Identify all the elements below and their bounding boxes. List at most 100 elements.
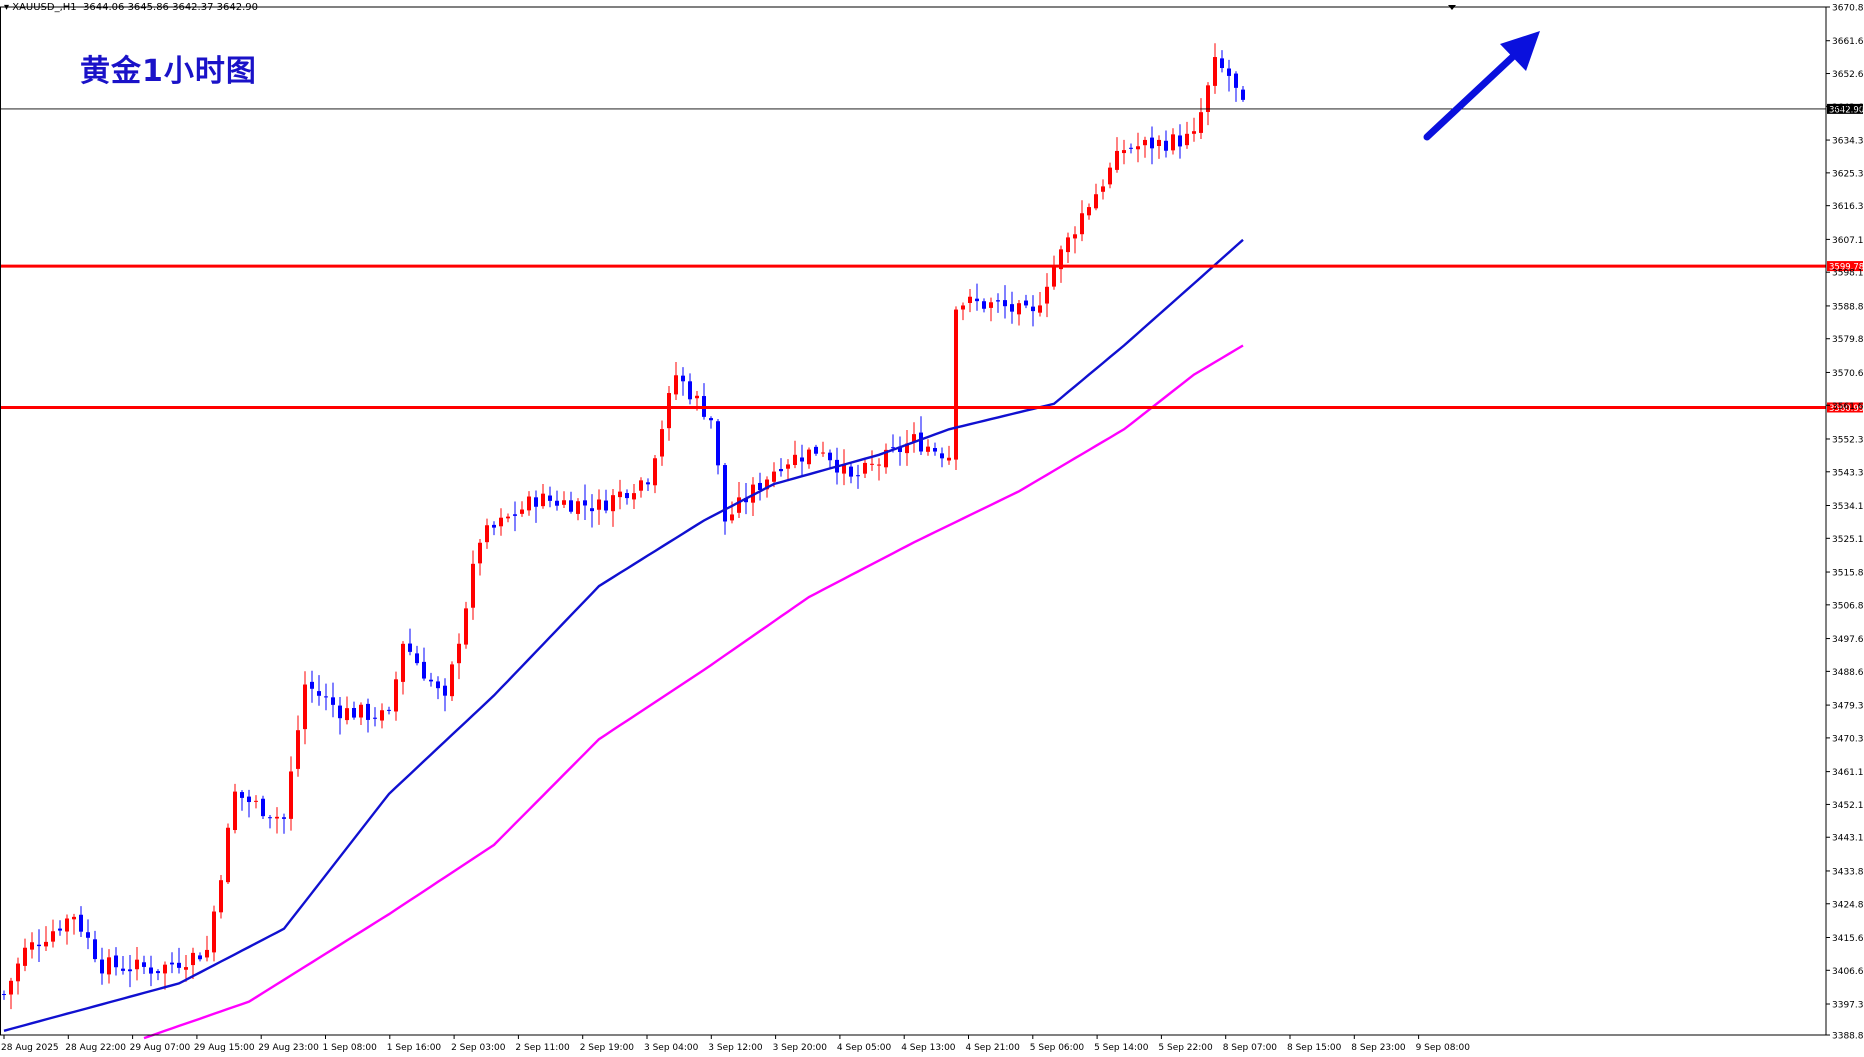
- candle-body: [828, 452, 832, 461]
- x-tick-label: 3 Sep 12:00: [708, 1043, 763, 1053]
- y-tick-label: 3443.10: [1832, 834, 1864, 844]
- candle-body: [905, 443, 909, 454]
- candle-body: [23, 947, 27, 966]
- y-tick-label: 3534.10: [1832, 502, 1864, 512]
- candle-body: [527, 496, 531, 511]
- candle-body: [170, 962, 174, 965]
- candle-body: [268, 817, 272, 819]
- y-tick-label: 3625.35: [1832, 169, 1864, 179]
- x-tick-label: 29 Aug 23:00: [258, 1043, 319, 1053]
- chart-overlay-title: 黄金1小时图: [80, 54, 257, 89]
- candle-body: [933, 448, 937, 452]
- annotations-layer: [1423, 5, 1540, 141]
- candle-body: [114, 955, 118, 968]
- x-tick-label: 4 Sep 21:00: [966, 1043, 1021, 1053]
- candle-body: [1024, 300, 1028, 306]
- candle-body: [534, 497, 538, 507]
- candle-body: [142, 962, 146, 967]
- candle-body: [814, 446, 818, 454]
- y-tick-label: 3616.35: [1832, 202, 1864, 212]
- candle-body: [324, 696, 328, 698]
- x-tick-label: 3 Sep 20:00: [773, 1043, 828, 1053]
- candle-body: [611, 495, 615, 512]
- candle-body: [604, 500, 608, 511]
- y-tick-label: 3433.85: [1832, 867, 1864, 877]
- candle-body: [688, 381, 692, 400]
- candle-body: [464, 608, 468, 645]
- price-axis: 3670.85 3661.60 3652.60 3643.60 3634.35 3625.…: [1826, 4, 1864, 1042]
- candle-body: [1010, 304, 1014, 312]
- chart-frame: [0, 6, 1827, 1036]
- time-axis: 28 Aug 2025 28 Aug 22:00 29 Aug 07:00 29 Au…: [1, 1035, 1470, 1053]
- candle-body: [205, 949, 209, 958]
- candle-body: [254, 800, 258, 802]
- candle-body: [1178, 135, 1182, 147]
- candle-body: [303, 684, 307, 730]
- candle-body: [1150, 137, 1154, 149]
- candle-body: [184, 967, 188, 970]
- y-tick-label: 3397.35: [1832, 1001, 1864, 1011]
- candle-body: [772, 471, 776, 482]
- candle-body: [149, 967, 153, 974]
- candle-body: [457, 643, 461, 664]
- candle-body: [926, 446, 930, 452]
- candle-body: [660, 429, 664, 457]
- plot-border: [0, 6, 1827, 1036]
- candle-body: [79, 914, 83, 932]
- candle-body: [863, 462, 867, 474]
- candle-body: [1052, 267, 1056, 287]
- trend-arrow-head-icon: [1500, 31, 1540, 71]
- candle-body: [961, 305, 965, 310]
- candle-body: [177, 962, 181, 968]
- candle-body: [317, 691, 321, 696]
- candle-body: [380, 710, 384, 721]
- y-tick-label: 3415.60: [1832, 934, 1864, 944]
- candle-body: [37, 944, 41, 947]
- candle-body: [639, 480, 643, 491]
- x-tick-label: 28 Aug 2025: [1, 1043, 59, 1053]
- y-tick-label: 3570.60: [1832, 369, 1864, 379]
- x-tick-label: 1 Sep 16:00: [387, 1043, 442, 1053]
- candle-body: [1003, 300, 1007, 307]
- candle-body: [912, 434, 916, 443]
- candle-body: [891, 447, 895, 449]
- candle-body: [135, 959, 139, 970]
- candle-body: [989, 302, 993, 308]
- candle-body: [1234, 73, 1238, 88]
- candle-body: [247, 796, 251, 803]
- candle-body: [1164, 140, 1168, 151]
- x-tick-label: 8 Sep 07:00: [1223, 1043, 1278, 1053]
- candle-body: [471, 563, 475, 608]
- candle-body: [877, 464, 881, 466]
- candle-body: [681, 375, 685, 382]
- ma-fast-line: [3, 238, 1244, 1032]
- candle-body: [779, 468, 783, 472]
- candle-body: [198, 955, 202, 960]
- candle-body: [485, 525, 489, 543]
- candle-body: [387, 709, 391, 711]
- candle-body: [856, 475, 860, 477]
- y-tick-label: 3634.35: [1832, 137, 1864, 147]
- candle-body: [842, 463, 846, 474]
- candle-body: [275, 816, 279, 819]
- candle-body: [65, 918, 69, 932]
- candle-body: [1073, 234, 1077, 239]
- y-tick-label: 3588.85: [1832, 302, 1864, 312]
- candle-body: [366, 703, 370, 720]
- x-tick-label: 3 Sep 04:00: [644, 1043, 699, 1053]
- level-price-tag: [1827, 402, 1863, 413]
- candle-body: [408, 643, 412, 652]
- candle-body: [492, 524, 496, 528]
- candle-body: [737, 497, 741, 513]
- x-tick-label: 28 Aug 22:00: [65, 1043, 126, 1053]
- y-tick-label: 3661.60: [1832, 37, 1864, 47]
- x-tick-label: 4 Sep 05:00: [837, 1043, 892, 1053]
- candle-body: [359, 704, 363, 718]
- y-tick-label: 3515.85: [1832, 569, 1864, 579]
- candle-body: [1227, 68, 1231, 76]
- levels-layer: 3599.78 3560.99 3642.90: [0, 103, 1864, 414]
- y-tick-label: 3424.85: [1832, 900, 1864, 910]
- candle-body: [548, 495, 552, 501]
- y-tick-label: 3488.60: [1832, 668, 1864, 678]
